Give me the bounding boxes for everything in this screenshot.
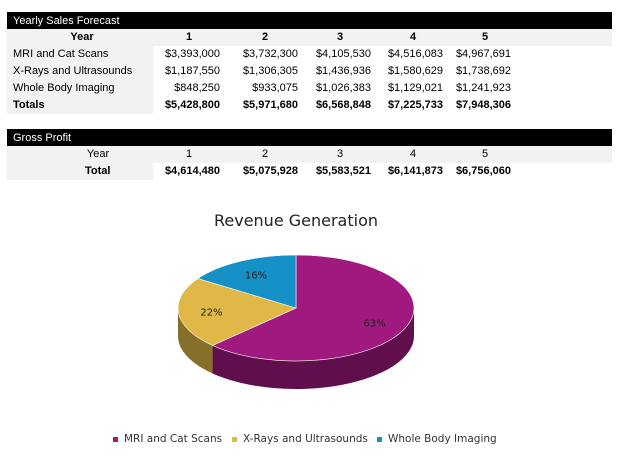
pie-slice: [211, 254, 415, 362]
cell-value: $933,075: [252, 82, 298, 94]
cell-value: $1,436,936: [315, 65, 371, 77]
pie-slice: [177, 278, 297, 346]
totals-row: Totals $5,428,800 $5,971,680 $6,568,848 $7,2…: [7, 97, 612, 114]
legend-marker: [113, 436, 118, 442]
cell-value: $3,393,000: [164, 48, 220, 60]
gp-total-1: $4,614,480: [164, 165, 220, 177]
cell-value: $1,580,629: [387, 65, 443, 77]
gross-profit-title: Gross Profit: [7, 129, 612, 146]
table-row: Whole Body Imaging $848,250 $933,075 $1,026…: [7, 80, 612, 97]
cell-value: $4,105,530: [315, 48, 371, 60]
row-label: Totals: [7, 97, 153, 114]
cell-value: $1,026,383: [315, 82, 371, 94]
cell-value: $1,187,550: [164, 65, 220, 77]
cell-value: $6,568,848: [315, 99, 371, 111]
gp-total-row: Total $4,614,480 $5,075,928 $5,583,521 $…: [7, 163, 612, 180]
row-label: MRI and Cat Scans: [7, 46, 153, 63]
gp-total-3: $5,583,521: [315, 165, 371, 177]
yearly-sales-title: Yearly Sales Forecast: [7, 12, 612, 29]
legend-item: X-Rays and Ultrasounds: [232, 433, 368, 445]
gp-total-4: $6,141,873: [387, 165, 443, 177]
year-3: 3: [336, 31, 344, 43]
legend-label: MRI and Cat Scans: [124, 433, 223, 445]
pie-slice: [197, 254, 297, 309]
gp-year-5: 5: [481, 148, 489, 160]
pie-side-1: [178, 308, 213, 374]
yearly-sales-table: Yearly Sales Forecast Year 1 2 3 4 5 MRI…: [7, 12, 612, 114]
cell-value: $1,129,021: [387, 82, 443, 94]
row-label: Whole Body Imaging: [7, 80, 153, 97]
gp-year-2: 2: [261, 148, 269, 160]
year-5: 5: [481, 31, 489, 43]
year-4: 4: [409, 31, 417, 43]
data-label: 63%: [363, 319, 385, 330]
revenue-pie-chart: Revenue Generation 63% 22% 16%: [177, 211, 415, 389]
legend-marker: [232, 436, 237, 442]
cell-value: $1,738,692: [455, 65, 511, 77]
cell-value: $4,516,083: [387, 48, 443, 60]
legend-marker: [377, 436, 382, 442]
cell-value: $1,241,923: [455, 82, 511, 94]
cell-value: $5,428,800: [164, 99, 220, 111]
data-label: 22%: [200, 308, 222, 319]
year-2: 2: [261, 31, 269, 43]
chart-title: Revenue Generation: [214, 211, 378, 230]
gp-year-label: Year: [86, 148, 110, 160]
gp-year-3: 3: [336, 148, 344, 160]
year-1: 1: [185, 31, 193, 43]
row-label: X-Rays and Ultrasounds: [7, 63, 153, 80]
cell-value: $7,948,306: [455, 99, 511, 111]
gp-total-label: Total: [7, 163, 153, 180]
cell-value: $1,306,305: [242, 65, 298, 77]
pie-side-0: [212, 308, 414, 389]
legend-item: Whole Body Imaging: [377, 433, 497, 445]
legend-item: MRI and Cat Scans: [113, 433, 222, 445]
table-row: X-Rays and Ultrasounds $1,187,550 $1,306,3…: [7, 63, 612, 80]
gp-total-5: $6,756,060: [455, 165, 511, 177]
gp-year-4: 4: [409, 148, 417, 160]
table-row: MRI and Cat Scans $3,393,000 $3,732,300 $4,…: [7, 46, 612, 63]
cell-value: $7,225,733: [387, 99, 443, 111]
cell-value: $5,971,680: [242, 99, 298, 111]
gp-total-2: $5,075,928: [242, 165, 298, 177]
legend-label: Whole Body Imaging: [388, 433, 497, 445]
year-label: Year: [70, 31, 94, 43]
gross-profit-table: Gross Profit Year 1 2 3 4 5 Total $4,614…: [7, 129, 612, 180]
cell-value: $848,250: [174, 82, 220, 94]
cell-value: $3,732,300: [242, 48, 298, 60]
gp-year-1: 1: [185, 148, 193, 160]
legend-label: X-Rays and Ultrasounds: [243, 433, 368, 445]
data-label: 16%: [245, 270, 267, 281]
year-header-row: Year 1 2 3 4 5: [7, 29, 612, 46]
gp-year-row: Year 1 2 3 4 5: [7, 146, 612, 163]
cell-value: $4,967,691: [455, 48, 511, 60]
